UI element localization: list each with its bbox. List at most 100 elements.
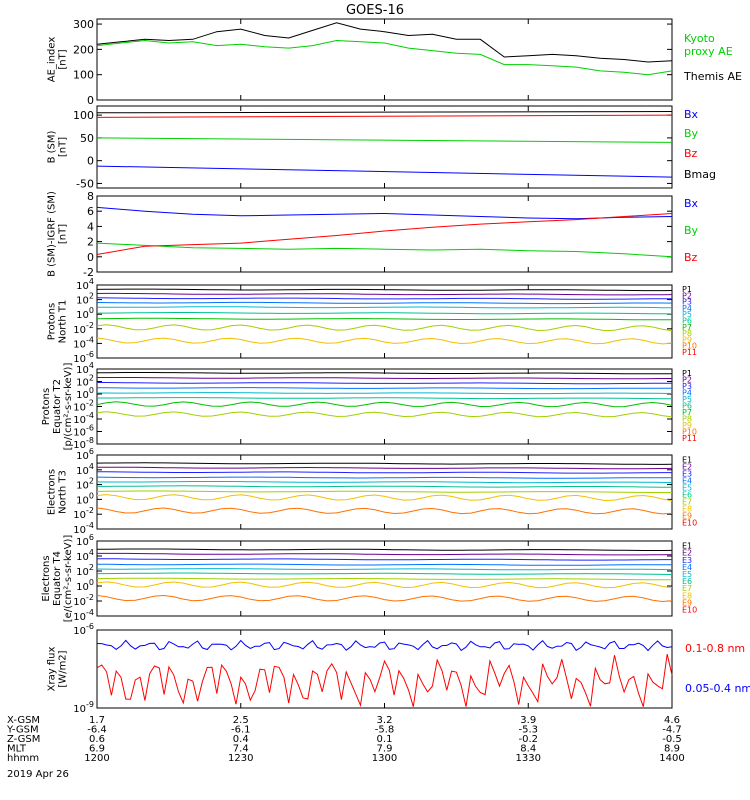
flux-line-ee-1 — [97, 552, 673, 556]
ytick-label-bigrf-0: -2 — [83, 266, 94, 279]
ylabel-ae-1: [nT] — [58, 49, 69, 69]
panel-frame-pe — [96, 368, 673, 445]
legend-pe-8: P9 — [682, 421, 692, 430]
legend-pn-2: P3 — [682, 298, 692, 307]
xaxis-value-0-2: 3.2 — [377, 715, 393, 726]
series-line-ae-0 — [96, 39, 673, 76]
flux-line-pe-1 — [97, 377, 672, 380]
legend-ee-6: E7 — [682, 584, 692, 593]
ylabel-xray-1: [W/m2] — [58, 650, 69, 687]
flux-line-en-3 — [96, 476, 673, 479]
ylabel-ee-1: Equator T4 — [52, 551, 63, 606]
flux-line-pe-6 — [96, 401, 673, 408]
legend-pe-6: P7 — [682, 408, 692, 417]
legend-bsm-2: Bz — [684, 147, 698, 160]
ylabel-pn-1: North T1 — [58, 300, 69, 344]
ytick-label-bsm-0: -50 — [76, 177, 94, 190]
flux-line-pn-6 — [96, 317, 672, 321]
series-line-bsm-2 — [96, 114, 673, 118]
flux-line-pe-2 — [97, 382, 673, 385]
ytick-label-en-3: 100 — [76, 491, 94, 506]
xaxis-value-1-3: -5.3 — [518, 725, 538, 736]
ytick-label-bigrf-5: 8 — [87, 190, 94, 203]
flux-line-en-7 — [96, 494, 673, 502]
ytick-label-ee-2: 102 — [76, 563, 94, 578]
legend-en-0: E1 — [682, 456, 692, 465]
xaxis-value-2-0: 0.6 — [89, 734, 105, 745]
legend-ee-3: E4 — [682, 563, 692, 572]
ylabel-en-1: North T3 — [58, 470, 69, 514]
ytick-label-ee-5: 10-4 — [73, 608, 94, 623]
legend-en-6: E7 — [682, 498, 692, 507]
flux-line-en-2 — [96, 471, 672, 474]
legend-pn-10: P11 — [682, 348, 697, 357]
flux-line-pe-3 — [96, 387, 672, 390]
legend-en-9: E10 — [682, 519, 697, 528]
legend-bigrf-2: Bz — [684, 251, 698, 264]
flux-line-en-8 — [96, 507, 673, 515]
ytick-label-ee-0: 106 — [76, 533, 94, 548]
legend-pe-9: P10 — [682, 427, 697, 436]
xaxis-value-3-1: 7.4 — [233, 744, 249, 755]
legend-bsm-0: Bx — [684, 108, 699, 121]
legend-ee-2: E3 — [682, 556, 692, 565]
xaxis-value-0-4: 4.6 — [664, 715, 680, 726]
legend-xray-1: 0.05-0.4 nm — [685, 682, 750, 695]
xaxis-value-4-1: 1230 — [228, 753, 253, 764]
legend-ee-0: E1 — [682, 542, 692, 551]
ytick-label-en-1: 104 — [76, 462, 94, 477]
ylabel-pn-0: Protons — [47, 303, 58, 340]
xaxis-value-2-1: 0.4 — [233, 734, 249, 745]
ylabel-pe-2: [p/(cm²-s-sr-keV)] — [63, 363, 74, 451]
legend-pe-10: P11 — [682, 434, 697, 443]
legend-bsm-3: Bmag — [684, 168, 716, 181]
ytick-label-pe-4: 10-4 — [73, 411, 94, 426]
xaxis-value-3-2: 7.9 — [377, 744, 393, 755]
legend-pe-4: P5 — [682, 395, 692, 404]
xaxis-value-4-4: 1400 — [659, 753, 684, 764]
legend-ee-7: E8 — [682, 591, 692, 600]
legend-ae-2: Themis AE — [683, 70, 742, 83]
ytick-label-pn-5: 10-6 — [73, 350, 94, 365]
ytick-label-ee-1: 104 — [76, 548, 94, 563]
flux-line-ee-6 — [96, 577, 673, 581]
legend-pn-5: P6 — [682, 317, 692, 326]
flux-line-en-5 — [97, 485, 673, 488]
flux-line-pn-5 — [97, 312, 673, 315]
flux-line-pn-1 — [96, 292, 673, 296]
ytick-label-ae-2: 200 — [73, 43, 94, 56]
flux-line-en-6 — [96, 490, 672, 493]
flux-line-ee-2 — [97, 558, 672, 561]
xaxis-value-3-3: 8.4 — [520, 744, 536, 755]
legend-en-5: E6 — [682, 491, 692, 500]
legend-pn-4: P5 — [682, 310, 692, 319]
legend-ae-1: proxy AE — [684, 45, 733, 58]
ytick-label-bigrf-1: 0 — [87, 251, 94, 264]
legend-pn-0: P1 — [682, 285, 692, 294]
ylabel-bigrf-0: B (SM)-IGRF (SM) — [47, 191, 58, 277]
xaxis-value-3-0: 6.9 — [89, 744, 105, 755]
xaxis-value-2-4: -0.5 — [662, 734, 682, 745]
xaxis-value-0-1: 2.5 — [233, 715, 249, 726]
flux-line-ee-7 — [96, 581, 673, 589]
figure-title: GOES-16 — [346, 3, 404, 18]
xaxis-value-1-1: -6.1 — [231, 725, 251, 736]
legend-xray-0: 0.1-0.8 nm — [685, 642, 745, 655]
legend-bsm-1: By — [684, 127, 699, 140]
legend-pn-8: P9 — [682, 335, 692, 344]
xray-line-long — [96, 639, 673, 652]
xaxis-value-4-2: 1300 — [372, 753, 397, 764]
legend-pe-7: P8 — [682, 414, 692, 423]
ytick-label-pn-4: 10-4 — [73, 335, 94, 350]
ylabel-ae-0: AE_index — [47, 37, 58, 83]
series-line-bigrf-2 — [96, 213, 673, 255]
legend-en-1: E2 — [682, 463, 692, 472]
xaxis-row-label-1: Y-GSM — [6, 725, 39, 736]
legend-pn-6: P7 — [682, 323, 692, 332]
flux-line-pn-0 — [96, 288, 673, 292]
ytick-label-pn-3: 10-2 — [73, 321, 94, 336]
xaxis-value-4-0: 1200 — [84, 753, 109, 764]
legend-pe-1: P2 — [682, 376, 692, 385]
ytick-label-ae-0: 0 — [87, 94, 94, 107]
legend-ee-9: E10 — [682, 605, 697, 614]
